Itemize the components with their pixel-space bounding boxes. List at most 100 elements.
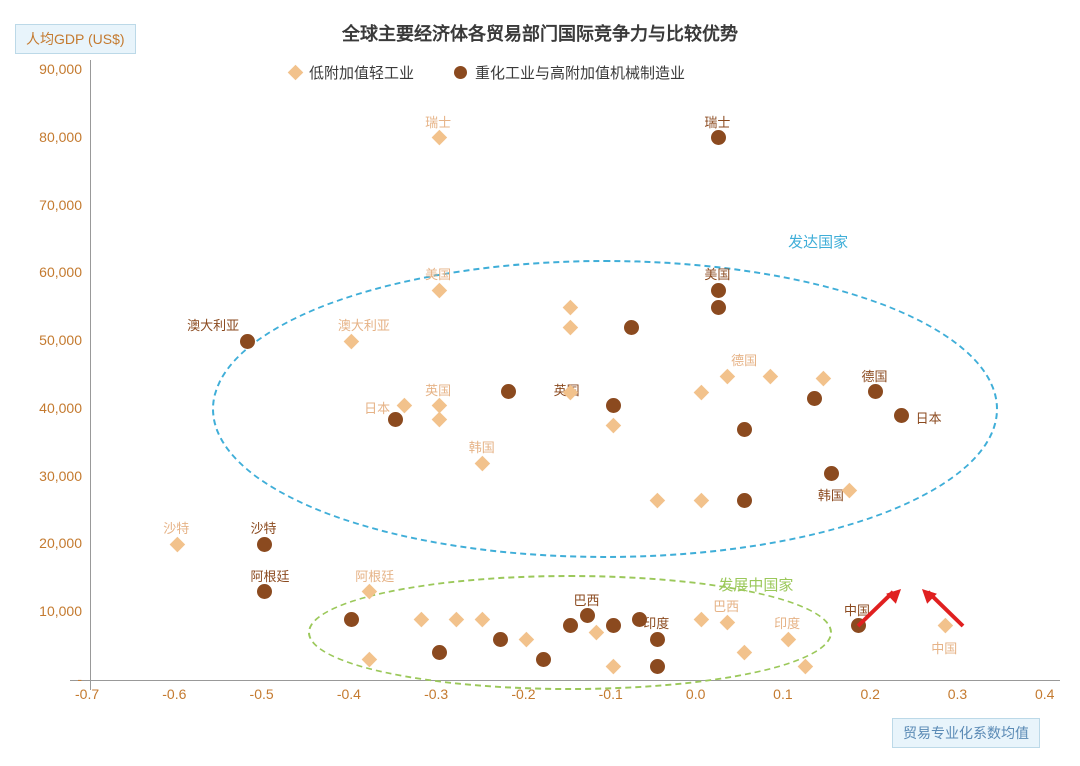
- x-tick-label: -0.3: [424, 686, 448, 702]
- circle-marker: [807, 391, 822, 406]
- circle-marker: [606, 618, 621, 633]
- diamond-marker: [693, 493, 706, 506]
- diamond-marker: [432, 412, 445, 425]
- point-label: 阿根廷: [251, 566, 290, 585]
- point-label: 日本: [364, 398, 390, 417]
- y-tick-label: -: [77, 671, 82, 687]
- point-label: 瑞士: [425, 112, 451, 131]
- circle-marker: [344, 612, 359, 627]
- y-tick-label: 10,000: [39, 603, 82, 619]
- circle-marker: [624, 320, 639, 335]
- point-label: 韩国: [469, 437, 495, 456]
- scatter-chart: 全球主要经济体各贸易部门国际竞争力与比较优势 人均GDP (US$) 贸易专业化…: [0, 0, 1080, 766]
- diamond-marker: [475, 456, 488, 469]
- x-tick-label: 0.3: [948, 686, 967, 702]
- diamond-marker: [938, 618, 951, 631]
- legend-label: 低附加值轻工业: [309, 62, 414, 83]
- circle-marker: [606, 398, 621, 413]
- circle-icon: [454, 66, 467, 79]
- diamond-marker: [362, 652, 375, 665]
- y-tick-label: 50,000: [39, 332, 82, 348]
- point-label: 澳大利亚: [187, 315, 239, 334]
- circle-marker: [650, 632, 665, 647]
- diamond-marker: [842, 483, 855, 496]
- diamond-marker: [720, 369, 733, 382]
- point-label: 美国: [704, 264, 730, 283]
- x-axis-label: 贸易专业化系数均值: [903, 725, 1029, 741]
- diamond-marker: [816, 371, 829, 384]
- diamond-marker: [693, 612, 706, 625]
- diamond-marker: [475, 612, 488, 625]
- y-axis-label-box: 人均GDP (US$): [15, 24, 136, 54]
- diamond-marker: [397, 398, 410, 411]
- circle-marker: [824, 466, 839, 481]
- y-tick-label: 90,000: [39, 61, 82, 77]
- circle-marker: [563, 618, 578, 633]
- point-label: 沙特: [163, 518, 189, 537]
- x-tick-label: -0.4: [337, 686, 361, 702]
- circle-marker: [501, 384, 516, 399]
- chart-title: 全球主要经济体各贸易部门国际竞争力与比较优势: [0, 20, 1080, 46]
- circle-marker: [432, 645, 447, 660]
- diamond-icon: [288, 65, 304, 81]
- circle-marker: [536, 652, 551, 667]
- point-label: 德国: [861, 366, 887, 385]
- legend: 低附加值轻工业 重化工业与高附加值机械制造业: [290, 62, 685, 83]
- x-tick-label: 0.2: [860, 686, 879, 702]
- diamond-marker: [781, 632, 794, 645]
- x-tick-label: -0.7: [75, 686, 99, 702]
- point-label: 美国: [425, 264, 451, 283]
- circle-marker: [737, 493, 752, 508]
- circle-marker: [632, 612, 647, 627]
- circle-marker: [894, 408, 909, 423]
- legend-item: 重化工业与高附加值机械制造业: [454, 62, 685, 83]
- point-label: 阿根廷: [355, 566, 394, 585]
- y-tick-label: 30,000: [39, 468, 82, 484]
- diamond-marker: [563, 300, 576, 313]
- point-label: 瑞士: [704, 112, 730, 131]
- diamond-marker: [170, 537, 183, 550]
- diamond-marker: [650, 493, 663, 506]
- circle-marker: [257, 584, 272, 599]
- point-label: 印度: [774, 613, 800, 632]
- point-label: 德国: [731, 350, 757, 369]
- y-axis-label: 人均GDP (US$): [26, 31, 125, 47]
- circle-marker: [711, 283, 726, 298]
- circle-marker: [711, 130, 726, 145]
- x-tick-label: 0.0: [686, 686, 705, 702]
- circle-marker: [711, 300, 726, 315]
- point-label: 英国: [425, 380, 451, 399]
- x-tick-label: 0.4: [1035, 686, 1054, 702]
- diamond-marker: [432, 283, 445, 296]
- diamond-marker: [344, 334, 357, 347]
- circle-marker: [240, 334, 255, 349]
- arrowhead-icon: [886, 584, 906, 604]
- circle-marker: [388, 412, 403, 427]
- circle-marker: [650, 659, 665, 674]
- diamond-marker: [362, 584, 375, 597]
- diamond-marker: [693, 384, 706, 397]
- diamond-marker: [737, 645, 750, 658]
- point-label: 澳大利亚: [338, 315, 390, 334]
- circle-marker: [868, 384, 883, 399]
- group-ellipse: [212, 260, 997, 558]
- group-label: 发达国家: [788, 231, 848, 252]
- circle-marker: [493, 632, 508, 647]
- y-tick-label: 60,000: [39, 264, 82, 280]
- diamond-marker: [589, 625, 602, 638]
- diamond-marker: [563, 320, 576, 333]
- y-axis-line: [90, 60, 91, 690]
- diamond-marker: [763, 369, 776, 382]
- y-tick-label: 40,000: [39, 400, 82, 416]
- x-tick-label: 0.1: [773, 686, 792, 702]
- circle-marker: [257, 537, 272, 552]
- diamond-marker: [449, 612, 462, 625]
- y-tick-label: 20,000: [39, 535, 82, 551]
- point-label: 沙特: [251, 518, 277, 537]
- diamond-marker: [432, 130, 445, 143]
- diamond-marker: [432, 398, 445, 411]
- circle-marker: [580, 608, 595, 623]
- point-label: 中国: [931, 638, 957, 657]
- diamond-marker: [606, 659, 619, 672]
- diamond-marker: [798, 659, 811, 672]
